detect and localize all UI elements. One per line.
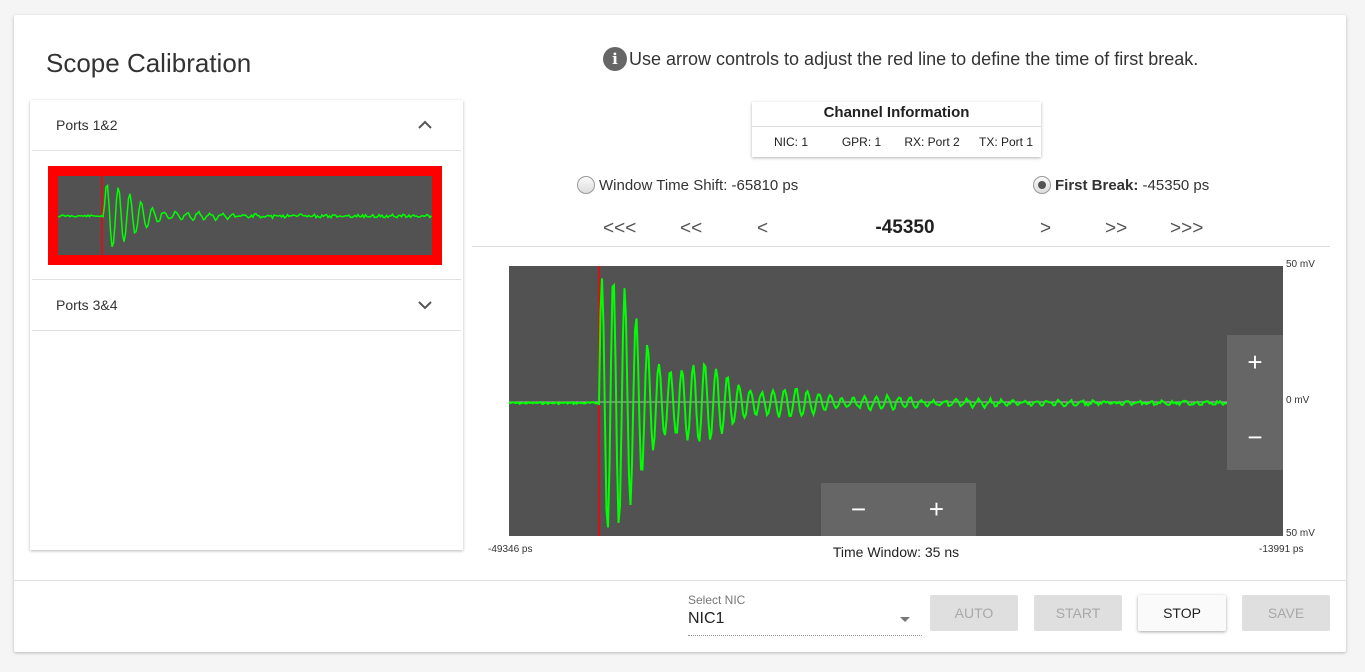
y-bottom-label: 50 mV: [1286, 528, 1315, 539]
y-top-label: 50 mV: [1286, 259, 1315, 270]
fast-forward-button[interactable]: >>>: [1170, 218, 1204, 239]
time-window-label: Time Window: 35 ns: [832, 544, 960, 560]
first-break-radio[interactable]: [1033, 176, 1051, 194]
fast-back-button[interactable]: <<<: [603, 218, 637, 239]
channel-tx: TX: Port 1: [978, 135, 1034, 149]
channel-gpr: GPR: 1: [841, 135, 882, 149]
window-time-shift-radio[interactable]: [577, 176, 595, 194]
amplitude-zoom-out-button[interactable]: −: [1247, 422, 1263, 452]
time-zoom-out-button[interactable]: −: [850, 494, 867, 524]
channel-information-title: Channel Information: [752, 102, 1041, 127]
amplitude-zoom-controls: + −: [1227, 335, 1283, 470]
ports-1-2-header[interactable]: Ports 1&2: [30, 100, 463, 150]
first-break-value: -45350 ps: [1142, 176, 1210, 194]
amplitude-zoom-in-button[interactable]: +: [1247, 347, 1263, 377]
ports-1-2-label: Ports 1&2: [56, 117, 118, 133]
scope-trace: [509, 278, 1283, 528]
step-forward-button[interactable]: >: [1040, 218, 1052, 239]
divider: [32, 279, 461, 280]
chevron-down-icon: [418, 301, 432, 310]
window-time-shift-option[interactable]: Window Time Shift: -65810 ps: [577, 176, 798, 194]
y-zero-label: 0 mV: [1286, 395, 1310, 406]
divider: [14, 580, 1346, 581]
scope-waveform: [509, 266, 1283, 536]
first-break-label: First Break:: [1055, 176, 1139, 194]
thumbnail-waveform: [58, 176, 432, 255]
select-nic-label: Select NIC: [688, 593, 746, 607]
time-zoom-in-button[interactable]: +: [928, 494, 945, 524]
start-button[interactable]: START: [1034, 595, 1122, 631]
page-title: Scope Calibration: [46, 48, 252, 78]
thumbnail-trace: [58, 183, 432, 248]
divider: [32, 150, 461, 151]
save-button[interactable]: SAVE: [1242, 595, 1330, 631]
nic-select[interactable]: NIC1: [688, 610, 922, 636]
stop-button[interactable]: STOP: [1138, 595, 1226, 631]
channel-information-row: NIC: 1 GPR: 1 RX: Port 2 TX: Port 1: [752, 127, 1041, 157]
channel-information-box: Channel Information NIC: 1 GPR: 1 RX: Po…: [752, 102, 1041, 157]
ports-3-4-label: Ports 3&4: [56, 297, 118, 313]
x-end-label: -13991 ps: [1259, 544, 1304, 555]
time-zoom-controls: − +: [821, 483, 976, 536]
ports-3-4-header[interactable]: Ports 3&4: [30, 280, 463, 330]
window-time-shift-label: Window Time Shift:: [599, 176, 728, 194]
window-time-shift-value: -65810 ps: [731, 176, 799, 194]
first-break-readout: -45350: [875, 217, 935, 238]
channel-rx: RX: Port 2: [904, 135, 960, 149]
back-button[interactable]: <<: [680, 218, 703, 239]
channel-nic: NIC: 1: [773, 135, 808, 149]
first-break-option[interactable]: First Break: -45350 ps: [1033, 176, 1209, 194]
info-icon: i: [603, 47, 627, 71]
forward-button[interactable]: >>: [1105, 218, 1128, 239]
step-back-button[interactable]: <: [757, 218, 769, 239]
auto-button[interactable]: AUTO: [930, 595, 1018, 631]
dropdown-caret-icon: [900, 617, 910, 622]
instruction-line: i Use arrow controls to adjust the red l…: [603, 47, 1198, 71]
divider: [472, 246, 1330, 247]
ports-panel: Ports 1&2 Ports 3&4: [30, 100, 463, 550]
ports-1-2-trace-thumbnail[interactable]: [48, 166, 442, 265]
chevron-up-icon: [418, 120, 432, 129]
x-start-label: -49346 ps: [488, 544, 533, 555]
instruction-text: Use arrow controls to adjust the red lin…: [629, 48, 1199, 69]
nic-select-value: NIC1: [688, 610, 725, 627]
divider: [32, 330, 461, 331]
